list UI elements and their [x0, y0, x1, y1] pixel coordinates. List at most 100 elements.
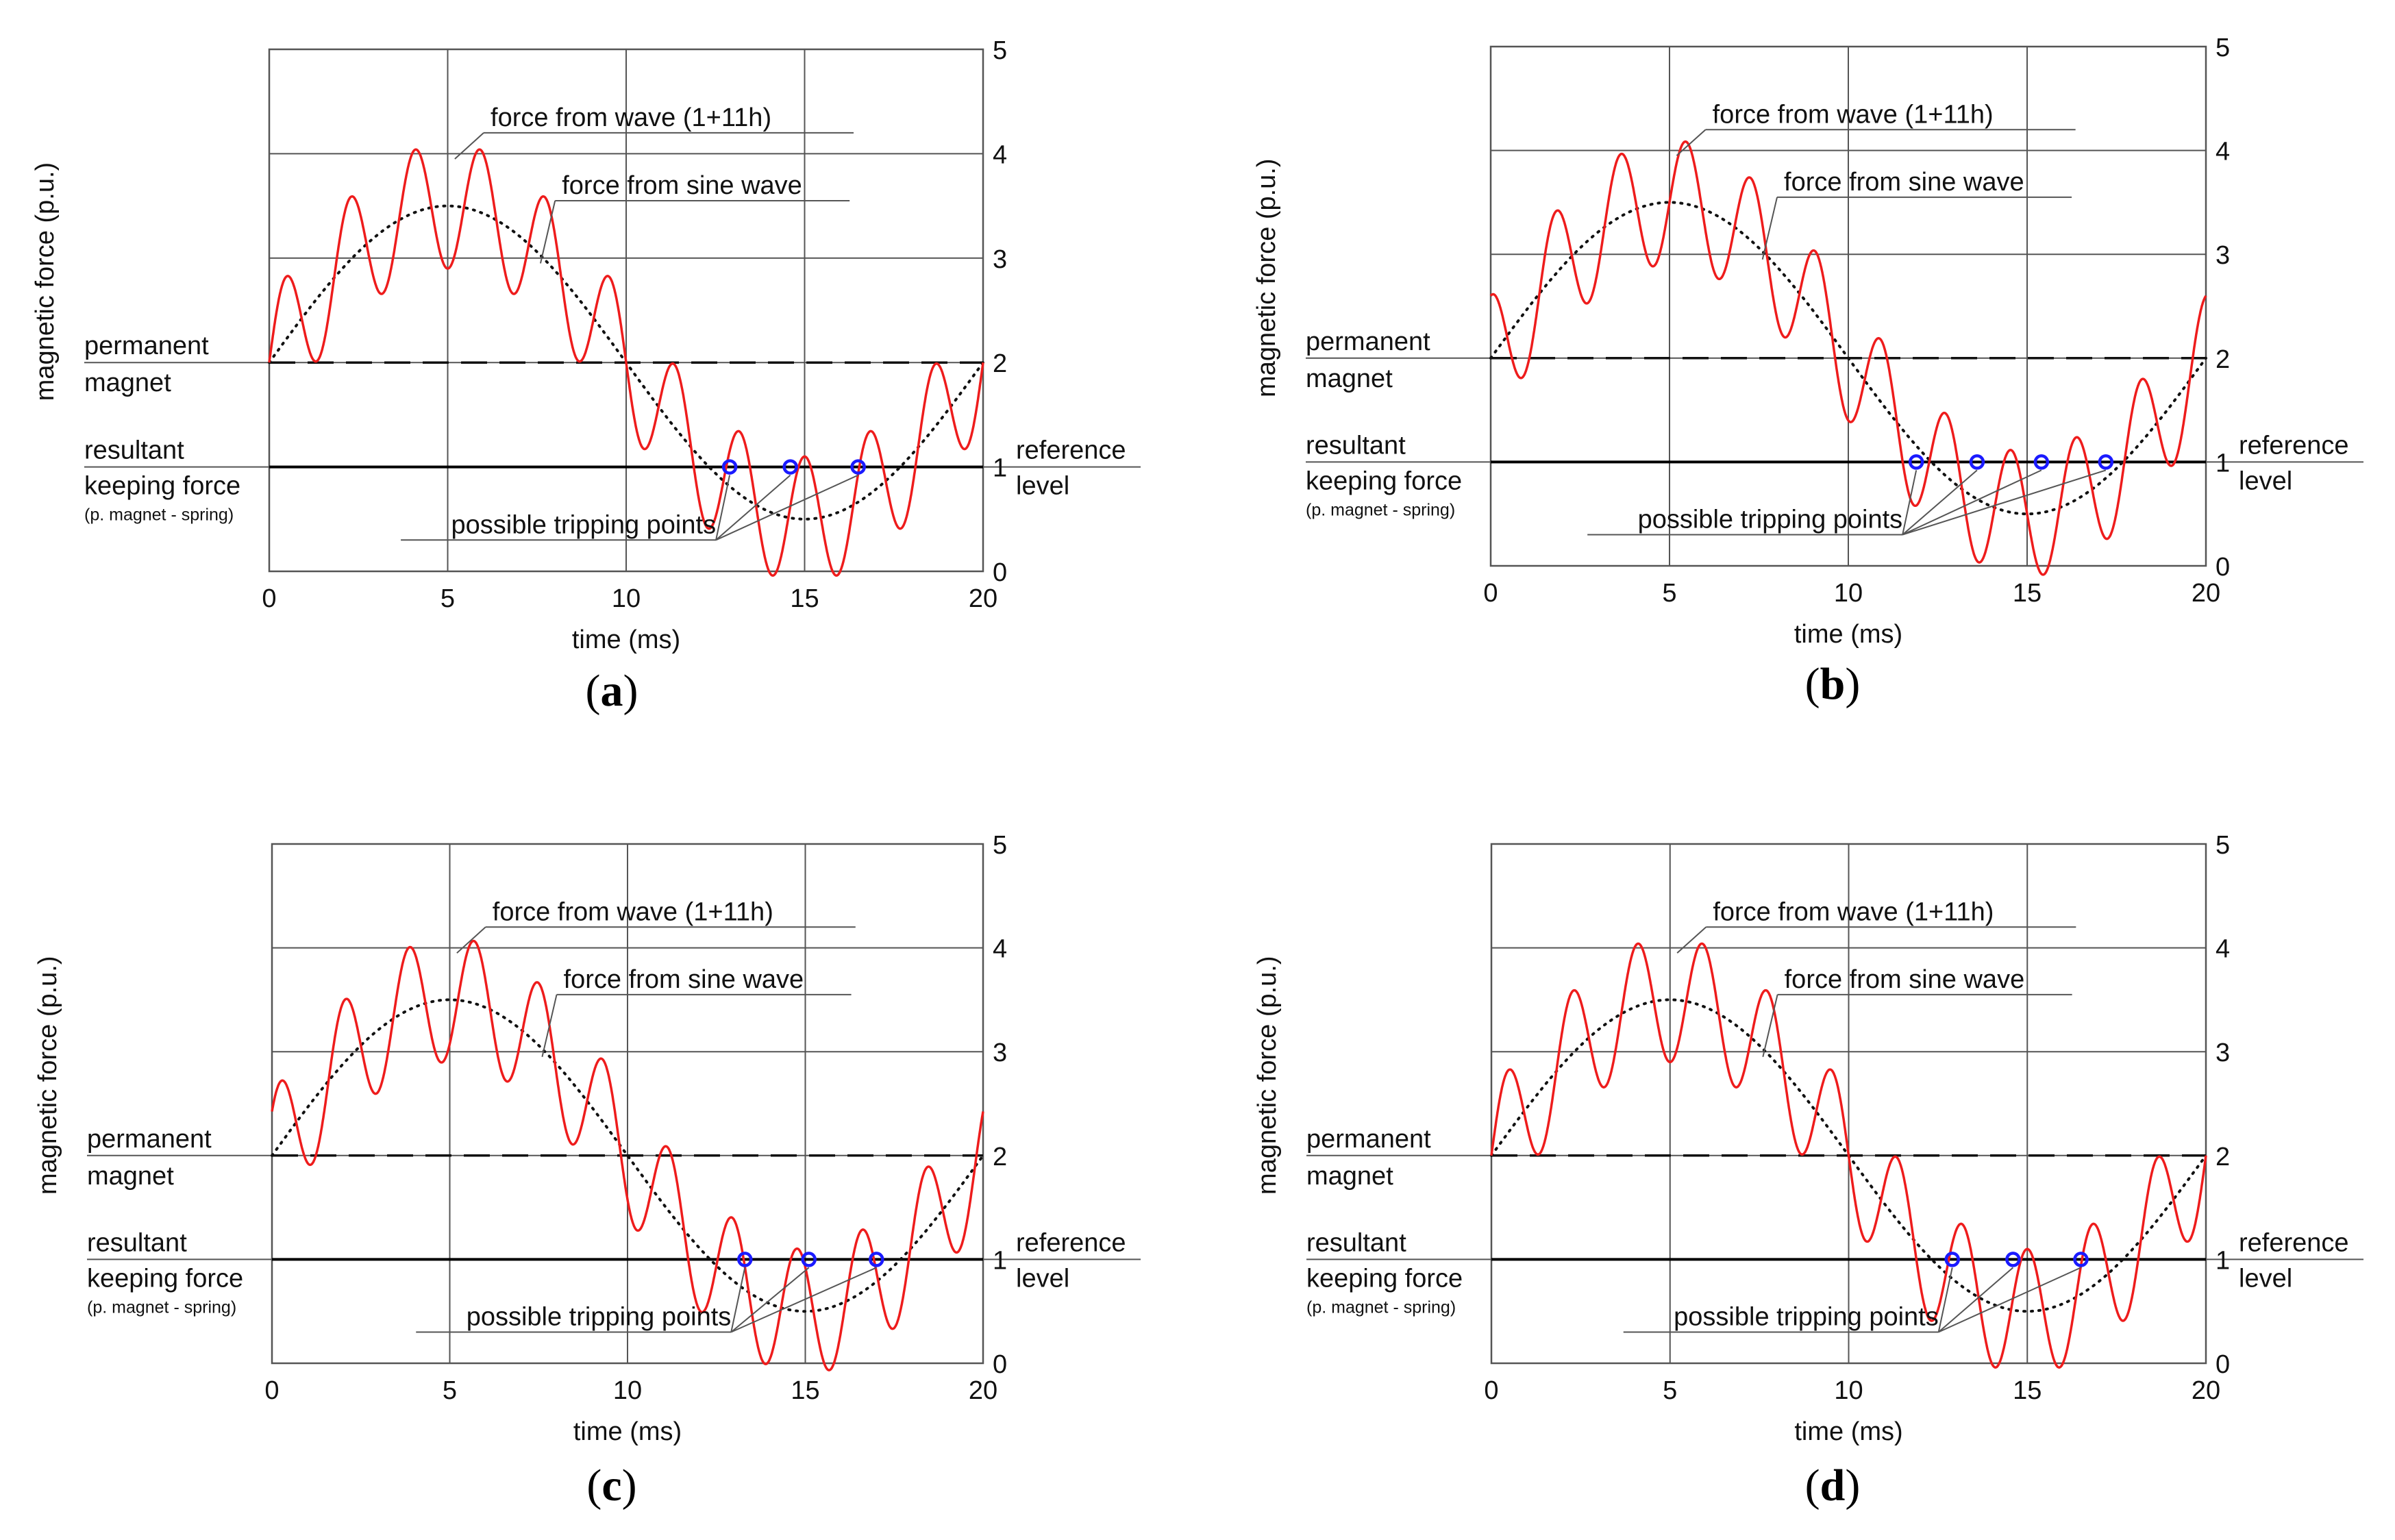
x-tick-label: 5 — [1662, 579, 1676, 608]
tripping-point-marker — [1908, 454, 1924, 470]
annotation-leader — [730, 1267, 877, 1333]
permanent-magnet-label: permanent — [84, 332, 209, 360]
tripping-point-marker — [721, 459, 738, 475]
y-tick-label: 3 — [2216, 241, 2230, 270]
resultant-sublabel: (p. magnet - spring) — [87, 1297, 236, 1317]
panel-caption: (d) — [1805, 1461, 1861, 1511]
x-tick-label: 15 — [790, 584, 819, 613]
harmonic-wave-curve — [268, 148, 984, 577]
x-tick-label: 10 — [613, 1376, 642, 1405]
y-tick-label: 3 — [993, 245, 1007, 274]
tripping-point-marker — [1969, 454, 1985, 470]
resultant-label: keeping force — [1306, 1264, 1463, 1293]
y-tick-label: 1 — [993, 1246, 1007, 1275]
y-axis-label: magnetic force (p.u.) — [1253, 956, 1282, 1194]
annotation-leader — [456, 926, 486, 954]
sine-annotation: force from sine wave — [1784, 168, 2024, 197]
y-tick-label: 2 — [993, 349, 1007, 378]
x-tick-label: 15 — [2013, 579, 2042, 608]
permanent-magnet-label: permanent — [1306, 1125, 1431, 1154]
permanent-magnet-label: magnet — [87, 1162, 174, 1191]
resultant-label: resultant — [84, 436, 184, 465]
permanent-magnet-label: magnet — [1306, 1162, 1393, 1191]
reference-label: level — [2239, 467, 2292, 495]
x-tick-label: 20 — [969, 584, 997, 613]
tripping-point-marker — [801, 1252, 817, 1267]
annotation-leader — [1938, 1267, 2081, 1333]
tripping-point-marker — [737, 1252, 753, 1267]
y-tick-label: 0 — [2216, 553, 2230, 582]
annotation-leader — [1938, 1267, 2014, 1333]
tripping-point-marker — [850, 459, 866, 475]
wave-annotation: force from wave (1+11h) — [493, 897, 773, 926]
y-tick-label: 3 — [993, 1039, 1007, 1067]
x-axis-label: time (ms) — [573, 1417, 682, 1446]
y-axis-label: magnetic force (p.u.) — [34, 956, 62, 1194]
reference-label: level — [2239, 1264, 2292, 1293]
x-tick-label: 15 — [2013, 1376, 2042, 1405]
x-tick-label: 0 — [1484, 1376, 1498, 1405]
y-tick-label: 4 — [993, 140, 1007, 169]
reference-label: level — [1016, 472, 1069, 501]
resultant-label: resultant — [1306, 1228, 1406, 1257]
x-tick-label: 10 — [612, 584, 641, 613]
x-tick-label: 0 — [1483, 579, 1498, 608]
annotation-leader — [730, 1267, 746, 1332]
y-tick-label: 4 — [2216, 935, 2230, 964]
reference-label: reference — [1016, 1228, 1126, 1257]
y-tick-label: 5 — [993, 36, 1007, 65]
tripping-point-marker — [1944, 1252, 1960, 1267]
annotation-leader — [715, 474, 859, 541]
reference-label: reference — [1016, 436, 1126, 465]
y-tick-label: 5 — [2216, 831, 2230, 860]
annotation-leader — [539, 200, 556, 264]
harmonic-wave-curve — [1490, 942, 2207, 1369]
x-tick-label: 20 — [2192, 579, 2220, 608]
permanent-magnet-label: magnet — [1306, 364, 1393, 393]
y-tick-label: 1 — [2216, 1246, 2230, 1275]
x-tick-label: 10 — [1834, 1376, 1863, 1405]
wave-annotation: force from wave (1+11h) — [1713, 100, 1994, 129]
resultant-label: keeping force — [1306, 467, 1462, 495]
reference-label: reference — [2239, 431, 2349, 460]
y-tick-label: 0 — [993, 558, 1007, 587]
annotation-leader — [1937, 1267, 1953, 1332]
y-tick-label: 1 — [2216, 449, 2230, 477]
harmonic-wave-curve — [1489, 140, 2207, 576]
permanent-magnet-label: magnet — [84, 369, 171, 397]
tripping-annotation: possible tripping points — [1638, 506, 1903, 534]
annotation-leader — [730, 1267, 810, 1333]
tripping-point-marker — [2033, 454, 2050, 470]
x-axis-label: time (ms) — [1794, 620, 1902, 649]
annotation-leader — [1761, 197, 1778, 260]
annotation-leader — [1676, 129, 1707, 156]
sine-wave-curve — [1489, 201, 2207, 516]
y-tick-label: 4 — [2216, 138, 2230, 166]
sine-annotation: force from sine wave — [564, 965, 804, 994]
x-tick-label: 20 — [2192, 1376, 2220, 1405]
sine-annotation: force from sine wave — [1785, 965, 2025, 994]
annotation-leader — [1762, 994, 1778, 1058]
annotation-leader — [1902, 469, 2107, 536]
tripping-annotation: possible tripping points — [467, 1303, 732, 1332]
tripping-point-marker — [2098, 454, 2114, 470]
annotation-leader — [715, 474, 791, 541]
x-tick-label: 0 — [262, 584, 276, 613]
y-tick-label: 1 — [993, 454, 1007, 483]
y-axis-label: magnetic force (p.u.) — [1252, 158, 1281, 397]
panel-caption: (b) — [1805, 659, 1861, 709]
annotation-leader — [715, 475, 731, 541]
x-axis-label: time (ms) — [572, 625, 680, 654]
annotation-leader — [1902, 469, 2042, 536]
tripping-annotation: possible tripping points — [451, 510, 717, 539]
panel-caption: (a) — [586, 666, 638, 716]
y-tick-label: 5 — [2216, 34, 2230, 62]
resultant-label: resultant — [87, 1228, 187, 1257]
reference-label: reference — [2239, 1228, 2349, 1257]
tripping-point-marker — [2073, 1252, 2089, 1267]
resultant-sublabel: (p. magnet - spring) — [1306, 1297, 1456, 1317]
y-tick-label: 0 — [2216, 1350, 2230, 1379]
